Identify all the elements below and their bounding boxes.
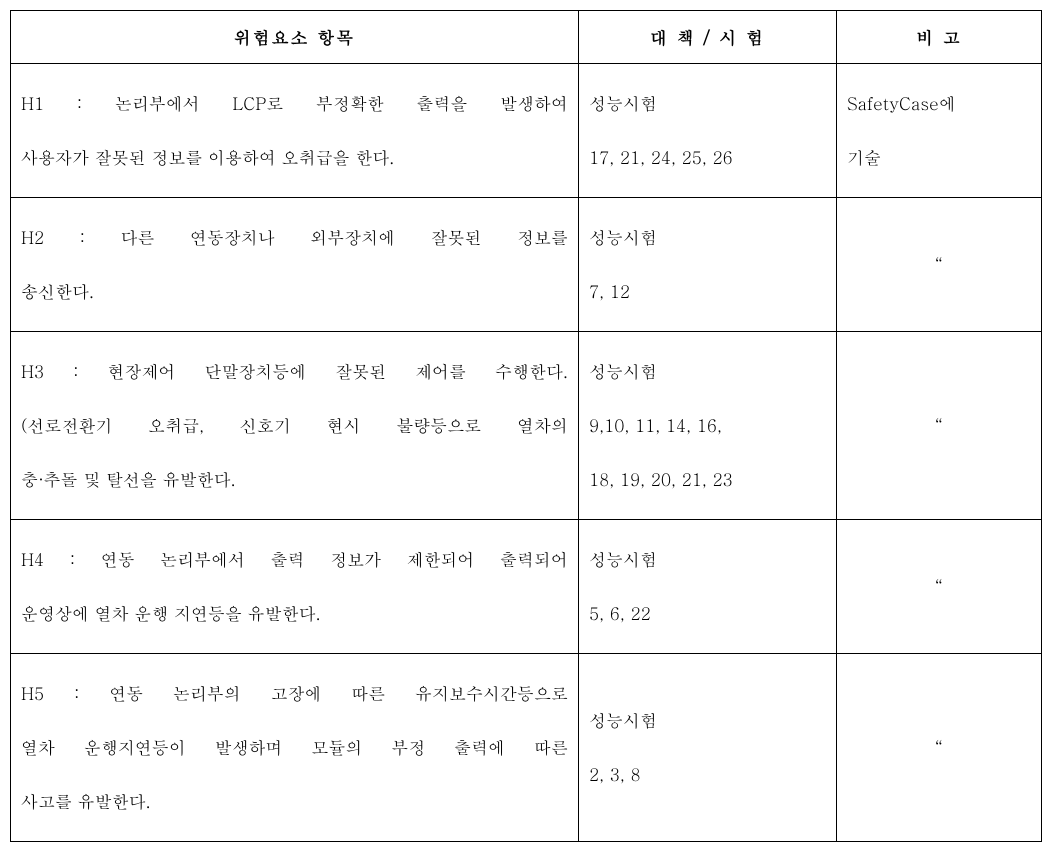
- item-cell: H4 : 연동 논리부에서 출력 정보가 제한되어 출력되어 운영상에 열차 운…: [11, 519, 579, 653]
- item-text: H1 : 논리부에서 LCP로 부정확한 출력을 발생하여: [21, 76, 568, 130]
- note-text: SafetyCase에: [847, 76, 1031, 130]
- table-row: H3 : 현장제어 단말장치등에 잘못된 제어를 수행한다. (선로전환기 오취…: [11, 331, 1042, 519]
- measure-text: 성능시험: [589, 532, 826, 586]
- item-cell: H2 : 다른 연동장치나 외부장치에 잘못된 정보를 송신한다.: [11, 197, 579, 331]
- table-row: H1 : 논리부에서 LCP로 부정확한 출력을 발생하여 사용자가 잘못된 정…: [11, 64, 1042, 198]
- table-row: H5 : 연동 논리부의 고장에 따른 유지보수시간등으로 열차 운행지연등이 …: [11, 653, 1042, 841]
- hazard-table: 위험요소 항목 대 책 / 시 험 비 고 H1 : 논리부에서 LCP로 부정…: [10, 10, 1042, 842]
- note-cell: “: [837, 519, 1042, 653]
- item-text: 충·추돌 및 탈선을 유발한다.: [21, 452, 568, 506]
- item-text: 열차 운행지연등이 발생하며 모듈의 부정 출력에 따른: [21, 720, 568, 774]
- measure-cell: 성능시험 9,10, 11, 14, 16, 18, 19, 20, 21, 2…: [579, 331, 837, 519]
- measure-text: 성능시험: [589, 344, 826, 398]
- table-row: H4 : 연동 논리부에서 출력 정보가 제한되어 출력되어 운영상에 열차 운…: [11, 519, 1042, 653]
- measure-text: 18, 19, 20, 21, 23: [589, 452, 826, 506]
- measure-text: 17, 21, 24, 25, 26: [589, 130, 826, 184]
- note-cell: “: [837, 653, 1042, 841]
- measure-text: 5, 6, 22: [589, 586, 826, 640]
- note-cell: SafetyCase에 기술: [837, 64, 1042, 198]
- note-cell: “: [837, 331, 1042, 519]
- item-cell: H1 : 논리부에서 LCP로 부정확한 출력을 발생하여 사용자가 잘못된 정…: [11, 64, 579, 198]
- item-text: H2 : 다른 연동장치나 외부장치에 잘못된 정보를: [21, 210, 568, 264]
- measure-text: 7, 12: [589, 264, 826, 318]
- note-text: “: [935, 574, 944, 598]
- note-text: 기술: [847, 130, 1031, 184]
- measure-cell: 성능시험 2, 3, 8: [579, 653, 837, 841]
- measure-text: 9,10, 11, 14, 16,: [589, 398, 826, 452]
- measure-cell: 성능시험 17, 21, 24, 25, 26: [579, 64, 837, 198]
- header-note: 비 고: [837, 11, 1042, 64]
- measure-text: 성능시험: [589, 210, 826, 264]
- item-text: H3 : 현장제어 단말장치등에 잘못된 제어를 수행한다.: [21, 344, 568, 398]
- note-text: “: [935, 413, 944, 437]
- header-item: 위험요소 항목: [11, 11, 579, 64]
- item-text: 송신한다.: [21, 264, 568, 318]
- note-cell: “: [837, 197, 1042, 331]
- item-text: 사용자가 잘못된 정보를 이용하여 오취급을 한다.: [21, 130, 568, 184]
- table-row: H2 : 다른 연동장치나 외부장치에 잘못된 정보를 송신한다. 성능시험 7…: [11, 197, 1042, 331]
- item-text: 운영상에 열차 운행 지연등을 유발한다.: [21, 586, 568, 640]
- measure-cell: 성능시험 7, 12: [579, 197, 837, 331]
- note-text: “: [935, 735, 944, 759]
- measure-text: 성능시험: [589, 693, 826, 747]
- measure-text: 2, 3, 8: [589, 747, 826, 801]
- item-text: H4 : 연동 논리부에서 출력 정보가 제한되어 출력되어: [21, 532, 568, 586]
- item-text: H5 : 연동 논리부의 고장에 따른 유지보수시간등으로: [21, 666, 568, 720]
- measure-cell: 성능시험 5, 6, 22: [579, 519, 837, 653]
- item-cell: H5 : 연동 논리부의 고장에 따른 유지보수시간등으로 열차 운행지연등이 …: [11, 653, 579, 841]
- note-text: “: [935, 252, 944, 276]
- item-text: 사고를 유발한다.: [21, 774, 568, 828]
- item-cell: H3 : 현장제어 단말장치등에 잘못된 제어를 수행한다. (선로전환기 오취…: [11, 331, 579, 519]
- measure-text: 성능시험: [589, 76, 826, 130]
- item-text: (선로전환기 오취급, 신호기 현시 불량등으로 열차의: [21, 398, 568, 452]
- header-measure: 대 책 / 시 험: [579, 11, 837, 64]
- table-header-row: 위험요소 항목 대 책 / 시 험 비 고: [11, 11, 1042, 64]
